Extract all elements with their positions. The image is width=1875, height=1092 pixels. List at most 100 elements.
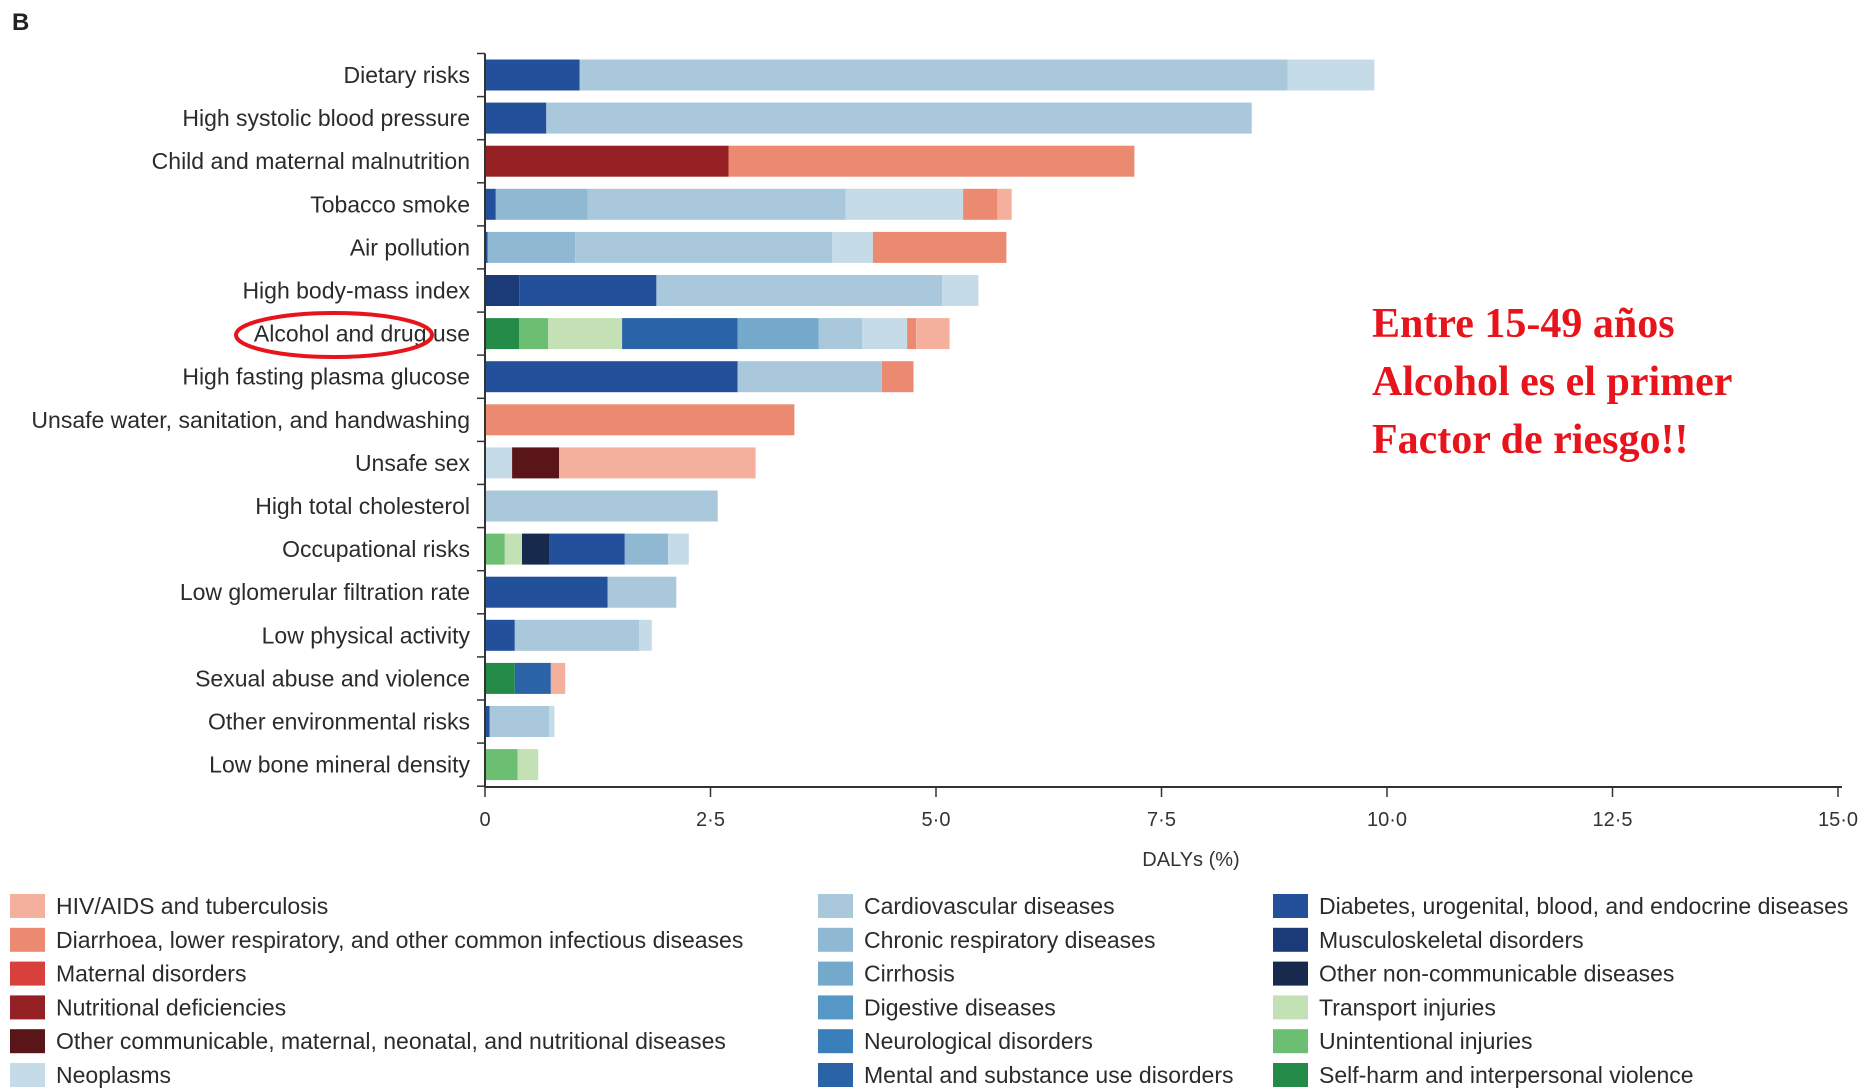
bar-segment-occupational-risks-2 xyxy=(522,533,550,565)
legend-label: Musculoskeletal disorders xyxy=(1319,927,1584,953)
bar-segment-unsafe-sex-1 xyxy=(512,447,559,479)
legend-swatch xyxy=(818,927,853,952)
legend-item-diarrhoea-lower-respiratory-and-other-common-infectious-diseases: Diarrhoea, lower respiratory, and other … xyxy=(10,927,743,953)
annotation-line-1: Entre 15-49 años xyxy=(1372,301,1675,347)
bar-segment-dietary-risks-1 xyxy=(579,59,1288,91)
bar-segment-low-physical-activity-1 xyxy=(514,619,640,651)
bar-segment-sexual-abuse-and-violence-1 xyxy=(514,662,551,694)
legend-item-diabetes-urogenital-blood-and-endocrine-diseases: Diabetes, urogenital, blood, and endocri… xyxy=(1273,893,1848,919)
bar-segment-high-body-mass-index-2 xyxy=(656,275,943,306)
bar-segment-occupational-risks-3 xyxy=(549,533,625,565)
bar-segment-other-environmental-risks-1 xyxy=(489,706,549,737)
bar-segment-low-physical-activity-2 xyxy=(639,619,652,651)
x-tick-label: 15·0 xyxy=(1818,809,1858,831)
panel-label: B xyxy=(12,9,29,36)
bar-segment-low-bone-mineral-density-1 xyxy=(517,749,539,781)
legend-item-maternal-disorders: Maternal disorders xyxy=(10,961,246,987)
legend-item-hiv-aids-and-tuberculosis: HIV/AIDS and tuberculosis xyxy=(10,893,328,919)
bar-segment-tobacco-smoke-5 xyxy=(997,188,1012,220)
bar-segment-tobacco-smoke-1 xyxy=(495,188,588,220)
category-label-high-fasting-plasma-glucose: High fasting plasma glucose xyxy=(182,364,470,390)
category-label-child-and-maternal-malnutrition: Child and maternal malnutrition xyxy=(152,148,470,174)
bar-segment-low-bone-mineral-density-0 xyxy=(485,749,518,781)
legend-swatch xyxy=(1273,961,1308,986)
legend-label: Diabetes, urogenital, blood, and endocri… xyxy=(1319,893,1848,919)
annotation: Entre 15-49 años Alcohol es el primer Fa… xyxy=(1372,301,1732,463)
bar-segment-unsafe-sex-2 xyxy=(559,447,756,479)
bar-segment-occupational-risks-5 xyxy=(668,533,689,565)
legend-swatch xyxy=(1273,927,1308,952)
legend-label: Other communicable, maternal, neonatal, … xyxy=(56,1028,726,1054)
legend-swatch xyxy=(10,927,45,952)
legend-label: Other non-communicable diseases xyxy=(1319,961,1674,987)
bar-segment-tobacco-smoke-4 xyxy=(963,188,998,220)
legend-item-unintentional-injuries: Unintentional injuries xyxy=(1273,1028,1533,1054)
bar-segment-alcohol-and-drug-use-0 xyxy=(485,318,520,350)
category-label-unsafe-sex: Unsafe sex xyxy=(355,450,471,476)
bars-layer xyxy=(485,59,1375,781)
bar-segment-high-total-cholesterol-0 xyxy=(485,490,718,522)
category-label-high-body-mass-index: High body-mass index xyxy=(242,278,470,304)
legend-swatch xyxy=(818,995,853,1020)
bar-segment-high-systolic-blood-pressure-0 xyxy=(485,102,547,134)
legend-label: Nutritional deficiencies xyxy=(56,994,286,1020)
bar-segment-high-body-mass-index-0 xyxy=(485,275,520,306)
x-axis-label: DALYs (%) xyxy=(1142,849,1239,871)
legend-swatch xyxy=(818,1063,853,1087)
legend-label: Self-harm and interpersonal violence xyxy=(1319,1062,1694,1088)
bar-segment-high-systolic-blood-pressure-1 xyxy=(546,102,1252,134)
bar-segment-air-pollution-2 xyxy=(575,231,833,263)
bar-segment-sexual-abuse-and-violence-2 xyxy=(550,662,566,694)
x-tick-label: 10·0 xyxy=(1367,809,1407,831)
bar-segment-unsafe-water-sanitation-and-handwashing-0 xyxy=(485,404,795,436)
bar-segment-unsafe-sex-0 xyxy=(485,447,513,479)
legend-label: Mental and substance use disorders xyxy=(864,1062,1234,1088)
legend-item-mental-and-substance-use-disorders: Mental and substance use disorders xyxy=(818,1062,1234,1088)
bar-segment-low-glomerular-filtration-rate-0 xyxy=(485,576,608,608)
bar-segment-child-and-maternal-malnutrition-1 xyxy=(728,145,1135,177)
legend-swatch xyxy=(818,961,853,986)
legend-item-other-communicable-maternal-neonatal-and-nutritional-diseases: Other communicable, maternal, neonatal, … xyxy=(10,1028,726,1054)
category-label-sexual-abuse-and-violence: Sexual abuse and violence xyxy=(195,665,470,691)
category-label-tobacco-smoke: Tobacco smoke xyxy=(310,191,470,217)
x-tick-label: 7·5 xyxy=(1147,809,1176,831)
legend-swatch xyxy=(818,894,853,918)
bar-segment-alcohol-and-drug-use-1 xyxy=(519,318,549,350)
bar-segment-high-fasting-plasma-glucose-1 xyxy=(737,361,882,393)
legend-swatch xyxy=(1273,995,1308,1020)
legend-swatch xyxy=(818,1029,853,1054)
bar-segment-air-pollution-4 xyxy=(872,231,1007,263)
bar-segment-alcohol-and-drug-use-4 xyxy=(737,318,819,350)
category-label-low-physical-activity: Low physical activity xyxy=(262,622,471,648)
bar-segment-alcohol-and-drug-use-2 xyxy=(548,318,623,350)
category-label-air-pollution: Air pollution xyxy=(350,234,470,260)
legend-swatch xyxy=(1273,1063,1308,1087)
bar-segment-air-pollution-0 xyxy=(485,231,488,263)
legend-label: Unintentional injuries xyxy=(1319,1028,1533,1054)
legend-label: Chronic respiratory diseases xyxy=(864,927,1155,953)
category-labels: Dietary risks High systolic blood pressur… xyxy=(31,62,470,778)
legend-swatch xyxy=(10,1063,45,1087)
legend-item-cirrhosis: Cirrhosis xyxy=(818,961,955,987)
bar-segment-child-and-maternal-malnutrition-0 xyxy=(485,145,729,177)
bar-segment-low-physical-activity-0 xyxy=(485,619,515,651)
category-label-high-systolic-blood-pressure: High systolic blood pressure xyxy=(182,105,470,131)
x-tick-label: 5·0 xyxy=(922,809,951,831)
category-label-alcohol-and-drug-use: Alcohol and drug use xyxy=(254,321,470,347)
legend-label: Neoplasms xyxy=(56,1062,171,1088)
legend-label: Digestive diseases xyxy=(864,994,1056,1020)
bar-segment-other-environmental-risks-0 xyxy=(485,706,490,737)
legend-label: Cirrhosis xyxy=(864,961,955,987)
bar-segment-sexual-abuse-and-violence-0 xyxy=(485,662,515,694)
bar-segment-other-environmental-risks-2 xyxy=(549,706,555,737)
bar-segment-occupational-risks-4 xyxy=(624,533,669,565)
category-label-high-total-cholesterol: High total cholesterol xyxy=(255,493,470,519)
bar-segment-air-pollution-1 xyxy=(487,231,576,263)
category-label-other-environmental-risks: Other environmental risks xyxy=(208,709,470,735)
bar-segment-tobacco-smoke-2 xyxy=(587,188,846,220)
legend-label: Maternal disorders xyxy=(56,961,246,987)
category-label-unsafe-water-sanitation-and-handwashing: Unsafe water, sanitation, and handwashin… xyxy=(31,407,470,433)
legend-label: Neurological disorders xyxy=(864,1028,1093,1054)
legend-label: Diarrhoea, lower respiratory, and other … xyxy=(56,927,743,953)
x-tick-label: 0 xyxy=(479,809,490,831)
